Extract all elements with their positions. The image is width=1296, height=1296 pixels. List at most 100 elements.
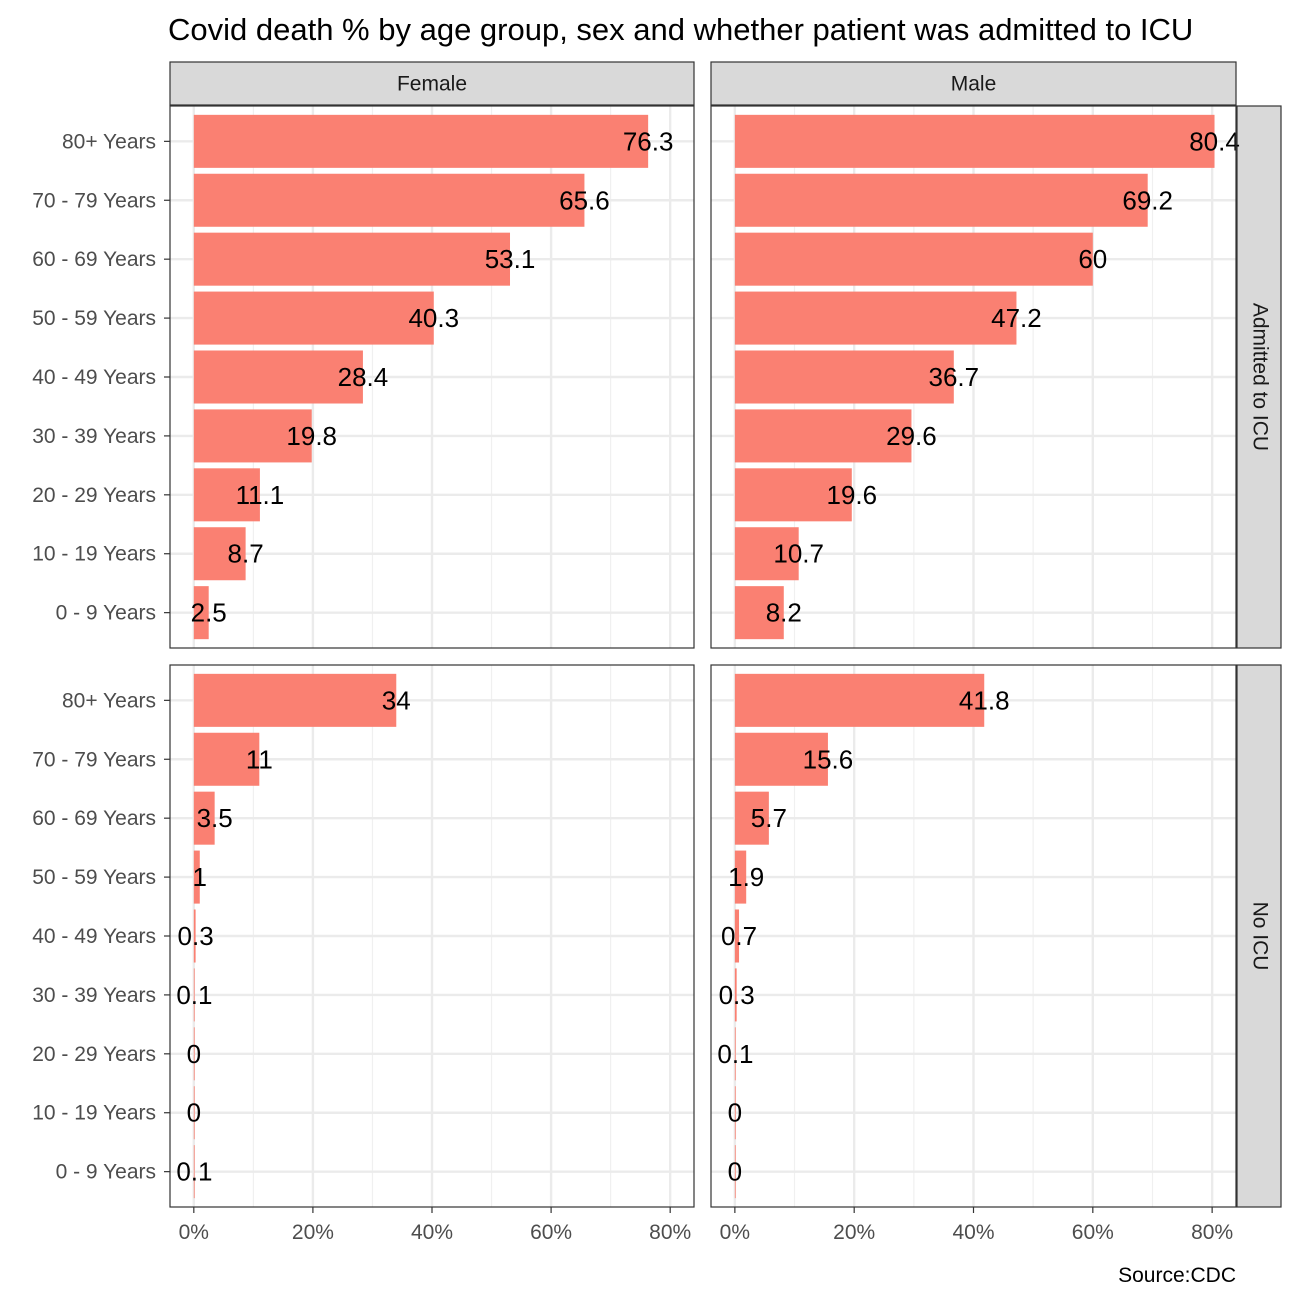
bar-label-60-69-years: 53.1 (485, 244, 536, 274)
y-tick-label-0-9-years: 0 - 9 Years (56, 1161, 156, 1184)
y-tick-label-0-9-years: 0 - 9 Years (56, 602, 156, 625)
bar-10-19-years (734, 527, 799, 581)
facet-strip-label-no-icu: No ICU (1248, 902, 1271, 971)
bar-label-80-years: 41.8 (959, 685, 1010, 715)
bar-0-9-years (193, 1145, 195, 1199)
bar-70-79-years (193, 173, 585, 227)
bar-70-79-years (734, 732, 828, 786)
facet-strip-female (169, 61, 695, 106)
bar-label-10-19-years: 0 (187, 1098, 201, 1128)
bar-40-49-years (193, 909, 196, 963)
bar-label-0-9-years: 8.2 (766, 598, 802, 628)
bar-20-29-years (734, 1027, 736, 1081)
bar-30-39-years (734, 409, 912, 463)
x-tick-label-20: 20% (292, 1221, 334, 1244)
panel-male-admitted-to-icu: 80.4 69.2 60 47.2 36.7 29.6 19.610.7 8.2 (710, 105, 1240, 649)
x-tick-label-40: 40% (952, 1221, 994, 1244)
bar-10-19-years (734, 1086, 736, 1140)
y-tick-label-60-69-years: 60 - 69 Years (32, 807, 156, 830)
x-tick-label-60: 60% (1072, 1221, 1114, 1244)
bar-label-10-19-years: 10.7 (773, 539, 824, 569)
bar-40-49-years (734, 909, 740, 963)
bar-20-29-years (193, 1027, 195, 1081)
bar-30-39-years (193, 968, 195, 1022)
bar-80-years (193, 673, 397, 727)
bar-0-9-years (193, 586, 209, 640)
facet-strip-no-icu (1236, 664, 1282, 1208)
bar-60-69-years (734, 791, 769, 845)
bar-label-0-9-years: 0 (728, 1157, 742, 1187)
x-tick-label-0: 0% (179, 1221, 209, 1244)
bar-label-50-59-years: 47.2 (991, 303, 1042, 333)
y-tick-label-50-59-years: 50 - 59 Years (32, 307, 156, 330)
bar-label-30-39-years: 29.6 (886, 421, 937, 451)
bar-label-30-39-years: 0.1 (176, 980, 212, 1010)
panel-border (710, 105, 1237, 649)
y-tick-label-80-years: 80+ Years (62, 130, 156, 153)
bar-30-39-years (193, 409, 312, 463)
y-tick-label-70-79-years: 70 - 79 Years (32, 189, 156, 212)
facet-strip-admitted-to-icu (1236, 105, 1282, 649)
bar-label-70-79-years: 11 (246, 744, 273, 774)
bar-10-19-years (193, 527, 246, 581)
bar-0-9-years (734, 1145, 736, 1199)
y-tick-label-80-years: 80+ Years (62, 689, 156, 712)
bar-50-59-years (193, 291, 434, 345)
bar-label-80-years: 34 (382, 685, 411, 715)
y-tick-label-30-39-years: 30 - 39 Years (32, 425, 156, 448)
x-tick-label-80: 80% (1191, 1221, 1233, 1244)
bar-label-20-29-years: 11.1 (236, 480, 285, 510)
panel-female-admitted-to-icu: 76.3 65.6 53.1 40.3 28.419.811.1 8.72.5 (169, 105, 695, 649)
bar-80-years (193, 114, 649, 168)
bar-label-40-49-years: 0.7 (721, 921, 757, 951)
bar-0-9-years (734, 586, 784, 640)
bar-70-79-years (193, 732, 260, 786)
bar-label-60-69-years: 60 (1078, 244, 1107, 274)
bar-label-60-69-years: 5.7 (751, 803, 787, 833)
x-tick-label-80: 80% (649, 1221, 691, 1244)
chart-caption: Source:CDC (1118, 1264, 1236, 1287)
y-tick-label-50-59-years: 50 - 59 Years (32, 866, 156, 889)
bar-60-69-years (193, 232, 511, 286)
y-tick-label-40-49-years: 40 - 49 Years (32, 366, 156, 389)
bar-label-70-79-years: 15.6 (803, 744, 854, 774)
y-tick-label-20-29-years: 20 - 29 Years (32, 1043, 156, 1066)
bar-80-years (734, 673, 985, 727)
bar-label-0-9-years: 2.5 (191, 598, 227, 628)
bar-label-50-59-years: 40.3 (408, 303, 459, 333)
bar-70-79-years (734, 173, 1148, 227)
bar-label-50-59-years: 1 (193, 862, 207, 892)
facet-strip-label-male: Male (951, 73, 997, 96)
bar-40-49-years (193, 350, 363, 404)
y-tick-label-10-19-years: 10 - 19 Years (32, 543, 156, 566)
bar-label-10-19-years: 8.7 (228, 539, 264, 569)
bar-label-40-49-years: 36.7 (929, 362, 980, 392)
y-tick-label-70-79-years: 70 - 79 Years (32, 748, 156, 771)
bar-label-50-59-years: 1.9 (728, 862, 764, 892)
bar-20-29-years (193, 468, 260, 522)
panel-female-no-icu: 34 11 3.5 1 0.3 0.1 0 0 0.1 (169, 664, 695, 1208)
y-tick-label-60-69-years: 60 - 69 Years (32, 248, 156, 271)
bar-10-19-years (193, 1086, 195, 1140)
bar-label-20-29-years: 0.1 (717, 1039, 753, 1069)
y-tick-label-20-29-years: 20 - 29 Years (32, 484, 156, 507)
y-tick-label-40-49-years: 40 - 49 Years (32, 925, 156, 948)
facet-strip-label-female: Female (397, 73, 467, 96)
x-tick-label-60: 60% (530, 1221, 572, 1244)
bar-50-59-years (734, 850, 747, 904)
bar-20-29-years (734, 468, 852, 522)
bar-label-20-29-years: 0 (187, 1039, 201, 1069)
bar-label-20-29-years: 19.6 (826, 480, 877, 510)
bar-label-80-years: 80.4 (1189, 126, 1240, 156)
bar-label-70-79-years: 65.6 (559, 185, 610, 215)
bar-30-39-years (734, 968, 737, 1022)
x-tick-label-20: 20% (833, 1221, 875, 1244)
facet-strip-male (710, 61, 1237, 106)
panel-male-no-icu: 41.8 15.6 5.7 1.9 0.7 0.3 0.1 0 0 (710, 664, 1237, 1208)
bar-label-70-79-years: 69.2 (1122, 185, 1173, 215)
bar-label-60-69-years: 3.5 (197, 803, 233, 833)
x-tick-label-40: 40% (411, 1221, 453, 1244)
bar-label-10-19-years: 0 (728, 1098, 742, 1128)
x-tick-label-0: 0% (720, 1221, 750, 1244)
